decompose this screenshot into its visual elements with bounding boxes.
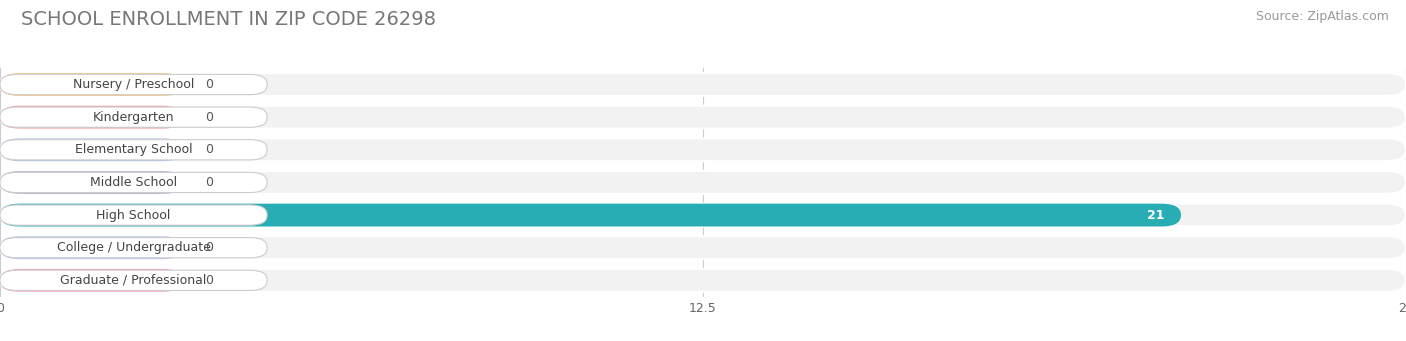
FancyBboxPatch shape [0, 106, 1406, 129]
FancyBboxPatch shape [0, 171, 1406, 194]
FancyBboxPatch shape [0, 74, 267, 95]
Text: 0: 0 [205, 241, 214, 254]
FancyBboxPatch shape [0, 236, 183, 259]
FancyBboxPatch shape [0, 204, 1181, 226]
Text: College / Undergraduate: College / Undergraduate [56, 241, 211, 254]
FancyBboxPatch shape [0, 270, 267, 291]
FancyBboxPatch shape [0, 138, 1406, 161]
Text: Elementary School: Elementary School [75, 143, 193, 156]
FancyBboxPatch shape [0, 269, 1406, 292]
FancyBboxPatch shape [0, 269, 183, 292]
Text: 0: 0 [205, 176, 214, 189]
Text: 0: 0 [205, 78, 214, 91]
FancyBboxPatch shape [0, 73, 1406, 96]
Text: SCHOOL ENROLLMENT IN ZIP CODE 26298: SCHOOL ENROLLMENT IN ZIP CODE 26298 [21, 10, 436, 29]
FancyBboxPatch shape [0, 73, 183, 96]
FancyBboxPatch shape [0, 140, 267, 160]
FancyBboxPatch shape [0, 138, 183, 161]
FancyBboxPatch shape [0, 236, 1406, 259]
Text: Graduate / Professional: Graduate / Professional [60, 274, 207, 287]
FancyBboxPatch shape [0, 204, 1406, 226]
FancyBboxPatch shape [0, 205, 267, 225]
Text: Nursery / Preschool: Nursery / Preschool [73, 78, 194, 91]
FancyBboxPatch shape [0, 171, 183, 194]
Text: Kindergarten: Kindergarten [93, 111, 174, 124]
Text: Middle School: Middle School [90, 176, 177, 189]
FancyBboxPatch shape [0, 107, 267, 127]
Text: 21: 21 [1147, 209, 1164, 222]
Text: High School: High School [97, 209, 170, 222]
Text: 0: 0 [205, 274, 214, 287]
FancyBboxPatch shape [0, 106, 183, 129]
Text: 0: 0 [205, 111, 214, 124]
Text: Source: ZipAtlas.com: Source: ZipAtlas.com [1256, 10, 1389, 23]
FancyBboxPatch shape [0, 172, 267, 193]
Text: 0: 0 [205, 143, 214, 156]
FancyBboxPatch shape [0, 238, 267, 258]
